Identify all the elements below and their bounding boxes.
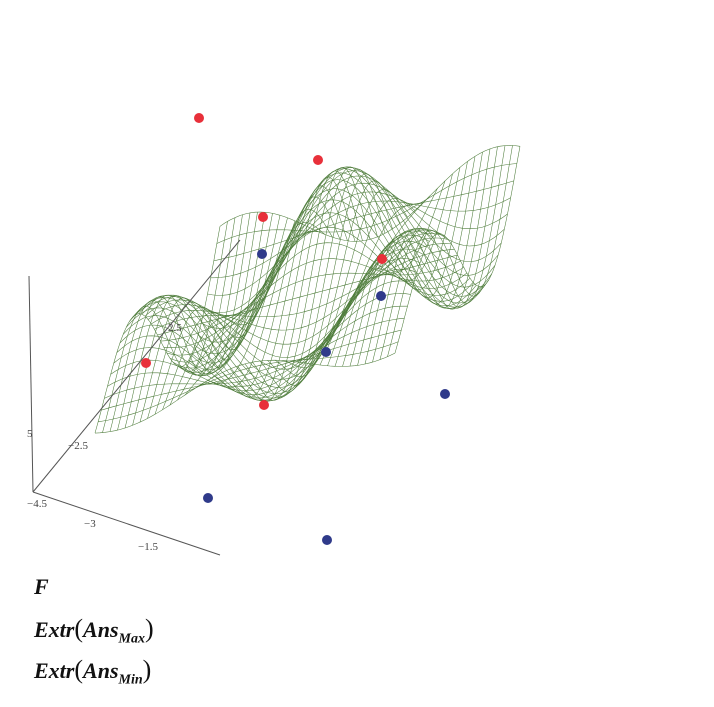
mesh-line (372, 146, 498, 363)
expr-function: Extr (34, 617, 75, 642)
expr-argument: Ans (83, 658, 119, 683)
axis-label: −1.5 (138, 541, 158, 553)
surface-mesh (94, 145, 521, 434)
min-point (321, 347, 331, 357)
mesh-line (147, 213, 273, 419)
max-point (377, 254, 387, 264)
max-point (258, 212, 268, 222)
mesh-line (229, 176, 356, 401)
mesh-line (162, 217, 288, 410)
mesh-line (334, 167, 461, 367)
mesh-line (188, 168, 490, 371)
mesh-line (342, 161, 468, 367)
axis (32, 239, 241, 493)
axes (28, 239, 241, 556)
mesh-line (160, 260, 461, 342)
mesh-line (319, 180, 446, 366)
mesh-line (259, 168, 386, 393)
mesh-line (184, 227, 311, 396)
axis-label: −4.5 (27, 498, 47, 510)
mesh-line (117, 214, 243, 431)
mesh-line (199, 222, 326, 386)
mesh-line (201, 175, 502, 329)
mesh-line (214, 196, 341, 394)
mesh-line (349, 156, 476, 367)
mesh-line (102, 221, 228, 433)
mesh-line (357, 152, 483, 366)
mesh-line (124, 212, 251, 429)
axis-label: 5 (27, 428, 33, 440)
axis (28, 275, 34, 493)
mesh-line (267, 173, 393, 386)
expr-argument: Ans (83, 617, 119, 642)
max-point (141, 358, 151, 368)
mesh-line (387, 145, 513, 357)
mesh-line (312, 188, 438, 365)
axis (32, 491, 221, 556)
min-point (203, 493, 213, 503)
mesh-line (222, 185, 348, 398)
min-point (322, 535, 332, 545)
mesh-line (192, 231, 318, 391)
expr-name: F (34, 574, 49, 599)
expression: F (34, 574, 49, 600)
mesh-line (207, 209, 333, 388)
mesh-line (364, 148, 491, 365)
mesh-line (327, 173, 453, 366)
minima (203, 249, 450, 545)
mesh-line (379, 145, 506, 360)
max-point (194, 113, 204, 123)
mesh-line (274, 180, 401, 378)
mesh-line (282, 189, 408, 368)
mesh-line (132, 212, 258, 426)
min-point (440, 389, 450, 399)
mesh-line (289, 198, 416, 362)
mesh-line (177, 224, 303, 401)
max-point (259, 400, 269, 410)
maxima (141, 113, 387, 410)
mesh-line (139, 212, 266, 423)
axis-label: −2.5 (68, 440, 88, 452)
surface-plot: −2.5 −3 −1.5 2.5 5 −4.5 (27, 113, 521, 556)
mesh-line (119, 258, 421, 401)
mesh-line (244, 167, 371, 401)
mesh-line (297, 203, 423, 363)
max-point (313, 155, 323, 165)
axis-label: 2.5 (168, 322, 182, 334)
expr-subscript: Max (118, 631, 145, 647)
expression: Extr(AnsMin) (34, 655, 152, 688)
mesh-line (169, 220, 296, 406)
mesh-line (151, 243, 452, 331)
min-point (257, 249, 267, 259)
expression: Extr(AnsMax) (34, 614, 154, 647)
axis-label: −3 (84, 518, 96, 530)
expr-function: Extr (34, 658, 75, 683)
min-point (376, 291, 386, 301)
expr-subscript: Min (118, 672, 143, 688)
mesh-line (166, 242, 468, 356)
mesh-line (94, 226, 221, 434)
mesh-line (252, 166, 378, 398)
mesh-line (394, 146, 521, 354)
